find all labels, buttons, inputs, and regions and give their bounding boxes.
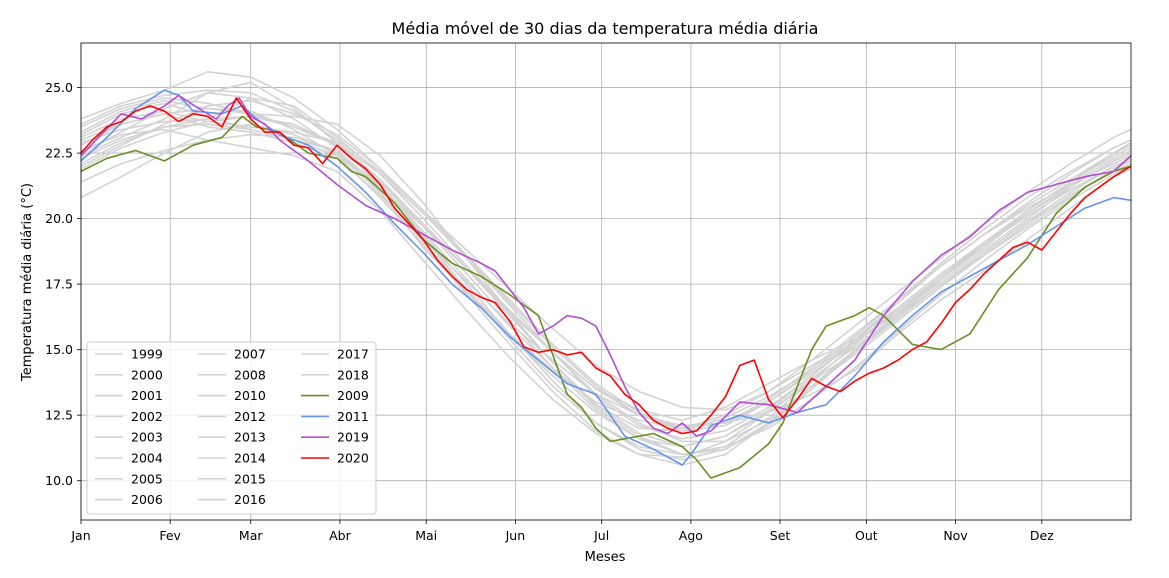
legend-label-2002: 2002	[131, 409, 163, 424]
x-tick-label: Nov	[943, 528, 968, 543]
x-tick-label: Mar	[239, 528, 263, 543]
series-line-2003	[80, 81, 1132, 456]
legend-label-2001: 2001	[131, 388, 163, 403]
series-line-2017	[80, 123, 1132, 430]
chart-title: Média móvel de 30 dias da temperatura mé…	[392, 19, 819, 38]
legend-label-2011: 2011	[337, 409, 369, 424]
legend-label-2005: 2005	[131, 471, 163, 486]
series-line-2019	[80, 94, 1132, 437]
legend-label-2009: 2009	[337, 388, 369, 403]
legend-box	[86, 341, 377, 515]
legend-label-2015: 2015	[234, 471, 266, 486]
legend-label-2019: 2019	[337, 430, 369, 445]
x-tick-label: Ago	[679, 528, 703, 543]
x-axis-label: Meses	[585, 550, 626, 565]
series-lines	[80, 71, 1132, 479]
x-tick-label: Jul	[593, 528, 609, 543]
series-line-2020	[80, 97, 1132, 435]
series-line-2014	[80, 92, 1132, 448]
x-tick-label: Mai	[415, 528, 437, 543]
legend-label-2007: 2007	[234, 347, 266, 362]
legend: 1999 2000 2001 2002 2003 2004 2005 2006 2007 2008…	[86, 341, 377, 515]
legend-label-2016: 2016	[234, 492, 266, 507]
legend-label-1999: 1999	[131, 347, 163, 362]
y-tick-label: 20.0	[45, 211, 73, 226]
legend-label-2014: 2014	[234, 451, 266, 466]
y-tick-label: 17.5	[45, 277, 73, 292]
y-tick-label: 12.5	[45, 408, 73, 423]
series-line-2002	[80, 97, 1132, 432]
x-tick-label: Jan	[70, 528, 90, 543]
x-tick-label: Fev	[159, 528, 181, 543]
legend-label-2006: 2006	[131, 492, 163, 507]
legend-label-2008: 2008	[234, 367, 266, 382]
plot-frame	[80, 42, 1132, 521]
legend-label-2018: 2018	[337, 367, 369, 382]
series-line-2018	[80, 133, 1132, 461]
legend-label-2004: 2004	[131, 451, 163, 466]
y-axis-ticks: 10.0 12.5 15.0 17.5 20.0 22.5 25.0	[45, 80, 81, 488]
legend-label-2013: 2013	[234, 430, 266, 445]
legend-label-2017: 2017	[337, 347, 369, 362]
x-tick-label: Out	[855, 528, 878, 543]
y-tick-label: 22.5	[45, 146, 73, 161]
legend-label-2003: 2003	[131, 430, 163, 445]
series-line-2008	[80, 128, 1132, 458]
x-tick-label: Abr	[329, 528, 351, 543]
legend-label-2012: 2012	[234, 409, 266, 424]
y-axis-label: Temperatura média diária (°C)	[20, 183, 35, 382]
grid-lines	[80, 43, 1131, 520]
y-tick-label: 25.0	[45, 80, 73, 95]
series-line-1999	[80, 113, 1132, 427]
x-tick-label: Set	[770, 528, 791, 543]
legend-label-2000: 2000	[131, 367, 163, 382]
x-tick-label: Dez	[1030, 528, 1054, 543]
series-line-2007	[80, 99, 1132, 456]
x-tick-label: Jun	[505, 528, 526, 543]
y-tick-label: 10.0	[45, 473, 73, 488]
series-line-2011	[80, 89, 1132, 466]
legend-label-2010: 2010	[234, 388, 266, 403]
y-tick-label: 15.0	[45, 342, 73, 357]
x-axis-ticks: Jan Fev Mar Abr Mai Jun Jul Ago Set Out Nov Dez	[70, 520, 1054, 543]
legend-label-2020: 2020	[337, 451, 369, 466]
